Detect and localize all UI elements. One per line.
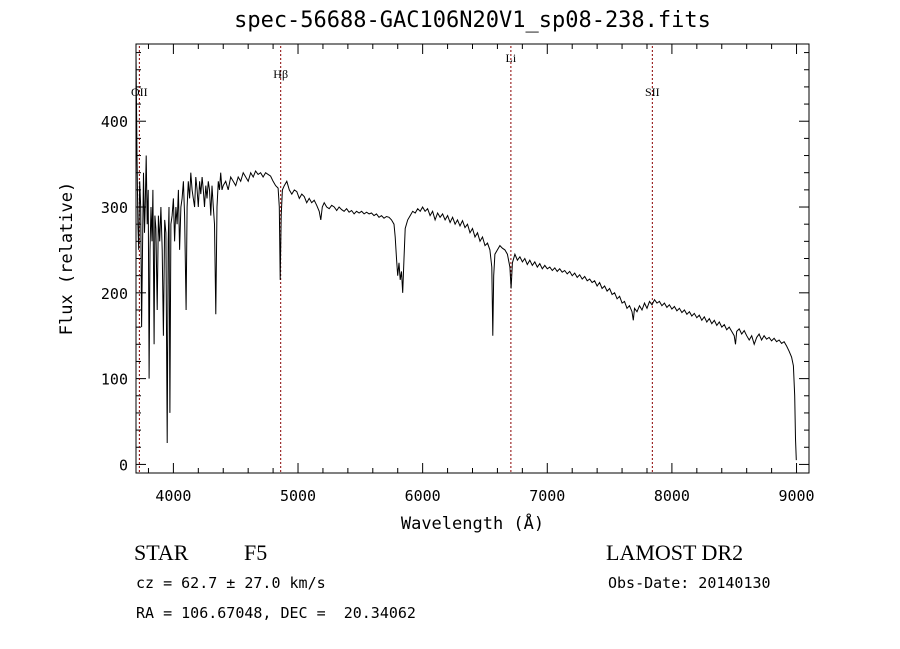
y-tick-label: 200 <box>101 285 128 303</box>
y-tick-label: 400 <box>101 113 128 131</box>
y-axis-label: Flux (relative) <box>57 182 77 336</box>
spectrum-line <box>135 52 797 461</box>
survey-name: LAMOST DR2 <box>606 540 744 565</box>
spectral-line-label: SII <box>645 85 660 99</box>
redshift-info: cz = 62.7 ± 27.0 km/s <box>136 574 326 592</box>
x-tick-label: 4000 <box>155 487 191 505</box>
spectral-line-label: Hβ <box>273 67 288 81</box>
x-tick-label: 9000 <box>778 487 814 505</box>
x-tick-label: 6000 <box>405 487 441 505</box>
x-tick-label: 5000 <box>280 487 316 505</box>
object-class: STAR <box>134 540 189 565</box>
chart-title: spec-56688-GAC106N20V1_sp08-238.fits <box>234 8 711 33</box>
observation-date: Obs-Date: 20140130 <box>608 574 771 592</box>
x-tick-label: 8000 <box>654 487 690 505</box>
y-tick-label: 0 <box>119 456 128 474</box>
spectral-line-label: OII <box>131 85 148 99</box>
object-subclass: F5 <box>244 540 268 565</box>
x-axis-label: Wavelength (Å) <box>401 512 544 534</box>
plot-frame <box>135 43 810 474</box>
spectral-line-label: Li <box>506 51 517 65</box>
x-tick-label: 7000 <box>529 487 565 505</box>
coordinates: RA = 106.67048, DEC = 20.34062 <box>136 604 416 622</box>
y-tick-label: 300 <box>101 199 128 217</box>
y-tick-label: 100 <box>101 371 128 389</box>
